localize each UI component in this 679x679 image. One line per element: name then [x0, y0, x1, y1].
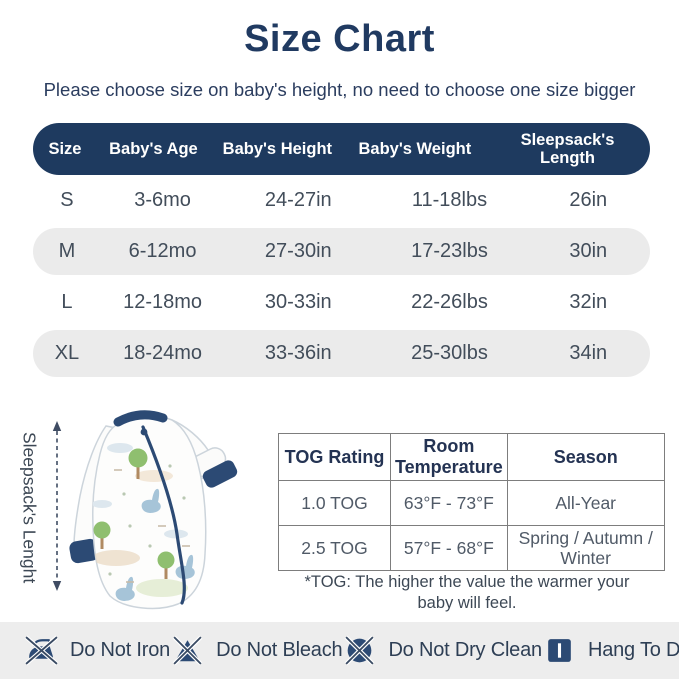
tog-header-row: TOG Rating Room Temperature Season	[278, 433, 665, 481]
do-not-bleach-icon	[172, 635, 203, 666]
care-instructions-bar: Do Not Iron Do Not Bleach Do Not Dry Cle…	[0, 622, 679, 679]
care-item-hang-to-dry: Hang To Dry	[542, 633, 679, 668]
tog-row-1: 1.0 TOG 63°F - 73°F All-Year	[278, 480, 665, 526]
cell-length: 30in	[569, 240, 608, 262]
cell-length: 34in	[569, 342, 608, 364]
tog-column-rating: TOG Rating	[278, 433, 391, 481]
cell-size: M	[58, 240, 76, 262]
tog-row-2: 2.5 TOG 57°F - 68°F Spring / Autumn / Wi…	[278, 524, 665, 572]
care-label: Do Not Iron	[70, 639, 171, 661]
cell-weight: 11-18lbs	[411, 189, 488, 211]
tog-note: *TOG: The higher the value the warmer yo…	[278, 572, 656, 615]
cell-weight: 25-30lbs	[411, 342, 488, 364]
tog-temperature: 57°F - 68°F	[390, 524, 508, 572]
cell-height: 24-27in	[264, 189, 332, 211]
tog-rating: 1.0 TOG	[278, 480, 391, 526]
tog-temperature: 63°F - 73°F	[390, 480, 508, 526]
cell-height: 27-30in	[264, 240, 332, 262]
do-not-iron-icon	[24, 635, 59, 666]
cell-weight: 22-26lbs	[411, 291, 488, 313]
tog-season: All-Year	[506, 480, 665, 526]
care-label: Hang To Dry	[587, 639, 679, 661]
tog-rating-table: TOG Rating Room Temperature Season 1.0 T…	[278, 433, 665, 572]
sleepsack-illustration	[69, 410, 238, 610]
cell-length: 32in	[569, 291, 608, 313]
cell-age: 3-6mo	[134, 189, 191, 211]
table-row-l: L 12-18mo 30-33in 22-26lbs 32in	[33, 277, 650, 328]
column-header-size: Size	[48, 139, 82, 158]
care-label: Do Not Dry Clean	[388, 639, 542, 661]
size-table-header-row: Size Baby's Age Baby's Height Baby's Wei…	[33, 123, 650, 175]
do-not-dry-clean-icon	[345, 635, 375, 666]
table-row-s: S 3-6mo 24-27in 11-18lbs 26in	[33, 175, 650, 226]
care-label: Do Not Bleach	[216, 639, 343, 661]
cell-height: 30-33in	[264, 291, 332, 313]
cell-weight: 17-23lbs	[411, 240, 488, 262]
cell-size: L	[61, 291, 73, 313]
cell-size: XL	[54, 342, 80, 364]
cell-size: S	[60, 189, 74, 211]
tog-column-temperature: Room Temperature	[390, 433, 508, 481]
table-row-m: M 6-12mo 27-30in 17-23lbs 30in	[33, 228, 650, 275]
care-item-do-not-bleach: Do Not Bleach	[170, 633, 343, 668]
cell-length: 26in	[569, 189, 608, 211]
column-header-weight: Baby's Weight	[358, 139, 472, 158]
cell-age: 18-24mo	[123, 342, 203, 364]
tog-column-season: Season	[506, 433, 665, 481]
size-chart-table: Size Baby's Age Baby's Height Baby's Wei…	[33, 123, 650, 379]
cell-age: 12-18mo	[123, 291, 203, 313]
tog-rating: 2.5 TOG	[278, 524, 391, 572]
cell-age: 6-12mo	[128, 240, 197, 262]
care-item-do-not-iron: Do Not Iron	[24, 633, 170, 668]
cell-height: 33-36in	[264, 342, 332, 364]
page-title: Size Chart	[244, 18, 435, 60]
column-header-length: Sleepsack's Length	[520, 130, 615, 167]
column-header-age: Baby's Age	[109, 139, 198, 158]
table-row-xl: XL 18-24mo 33-36in 25-30lbs 34in	[33, 330, 650, 377]
care-item-do-not-dry-clean: Do Not Dry Clean	[342, 633, 542, 668]
sleepsack-length-label: Sleepsack's Lenght	[19, 432, 40, 584]
length-measure-arrow-icon	[52, 421, 62, 591]
tog-note-text: *TOG: The higher the value the warmer yo…	[304, 573, 630, 613]
tog-season: Spring / Autumn / Winter	[506, 524, 665, 572]
hang-to-dry-icon	[548, 639, 571, 662]
column-header-height: Baby's Height	[222, 139, 333, 158]
page-subtitle: Please choose size on baby's height, no …	[43, 79, 636, 100]
